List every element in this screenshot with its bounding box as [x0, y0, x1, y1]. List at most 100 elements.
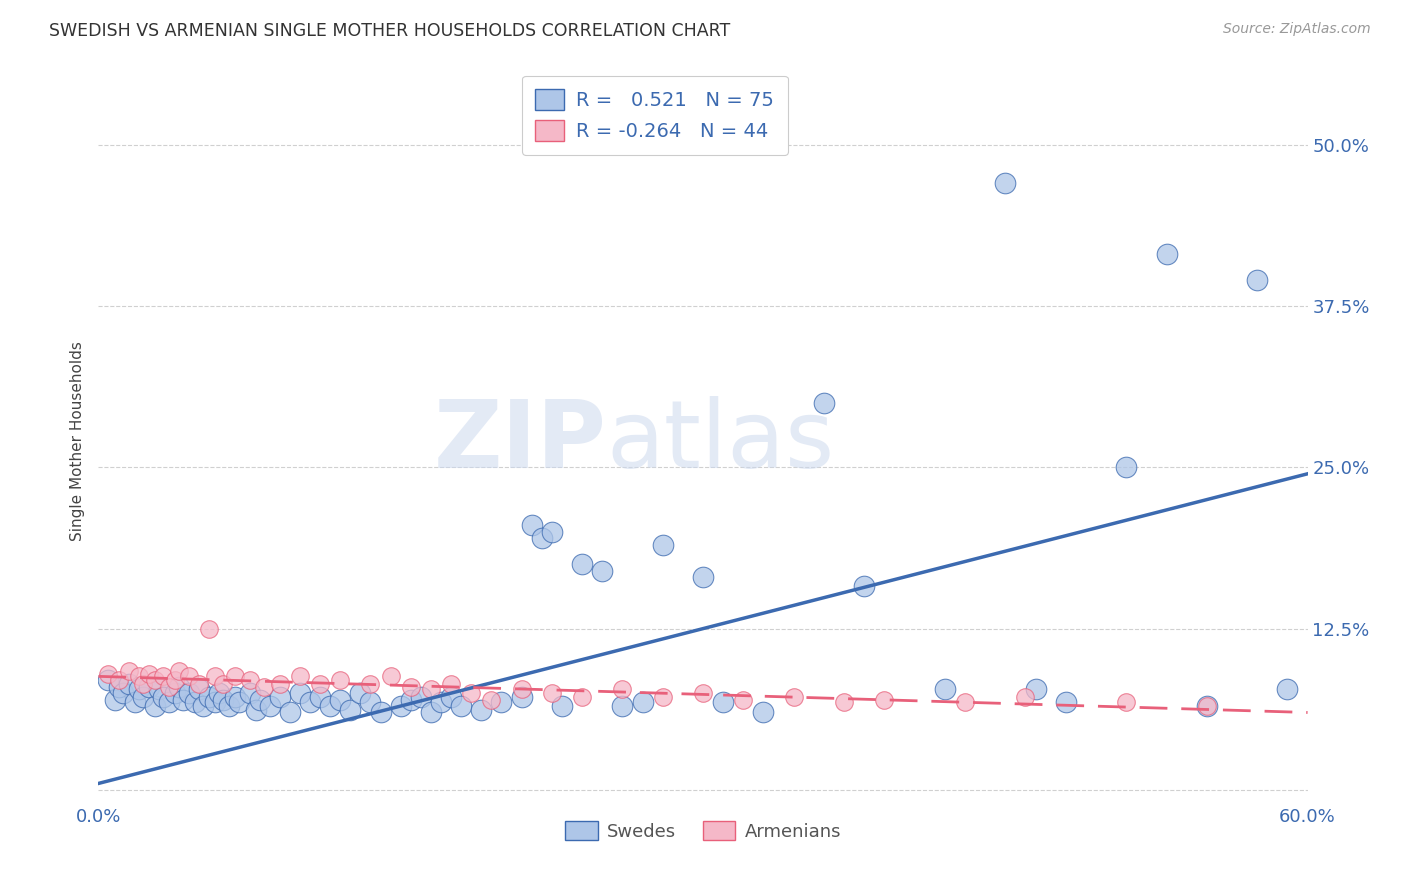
Point — [245, 703, 267, 717]
Point — [339, 703, 361, 717]
Point — [212, 692, 235, 706]
Point — [470, 703, 492, 717]
Point — [259, 699, 281, 714]
Point — [163, 673, 186, 688]
Text: Source: ZipAtlas.com: Source: ZipAtlas.com — [1223, 22, 1371, 37]
Point — [204, 669, 226, 683]
Point — [249, 692, 271, 706]
Point — [440, 677, 463, 691]
Point — [520, 518, 543, 533]
Point — [1025, 682, 1047, 697]
Point — [239, 673, 262, 688]
Point — [138, 666, 160, 681]
Point — [224, 669, 246, 683]
Point — [124, 695, 146, 709]
Point — [631, 695, 654, 709]
Point — [733, 692, 755, 706]
Point — [253, 680, 276, 694]
Point — [813, 396, 835, 410]
Text: ZIP: ZIP — [433, 395, 606, 488]
Point — [132, 690, 155, 704]
Point — [420, 682, 443, 697]
Point — [143, 673, 166, 688]
Y-axis label: Single Mother Households: Single Mother Households — [70, 342, 86, 541]
Point — [1115, 695, 1137, 709]
Point — [1156, 247, 1178, 261]
Point — [1277, 682, 1299, 697]
Point — [118, 677, 141, 691]
Point — [994, 177, 1017, 191]
Text: SWEDISH VS ARMENIAN SINGLE MOTHER HOUSEHOLDS CORRELATION CHART: SWEDISH VS ARMENIAN SINGLE MOTHER HOUSEH… — [49, 22, 731, 40]
Point — [651, 538, 673, 552]
Point — [218, 699, 240, 714]
Point — [152, 669, 174, 683]
Point — [934, 682, 956, 697]
Point — [399, 680, 422, 694]
Point — [107, 673, 129, 688]
Point — [299, 695, 322, 709]
Point — [399, 692, 422, 706]
Point — [188, 677, 211, 691]
Point — [167, 680, 190, 694]
Point — [692, 570, 714, 584]
Point — [510, 682, 533, 697]
Point — [309, 677, 332, 691]
Point — [172, 692, 194, 706]
Point — [711, 695, 734, 709]
Point — [540, 524, 562, 539]
Point — [118, 664, 141, 678]
Point — [571, 557, 593, 571]
Point — [208, 686, 231, 700]
Point — [481, 692, 503, 706]
Point — [179, 669, 201, 683]
Point — [184, 695, 207, 709]
Point — [111, 686, 134, 700]
Point — [752, 706, 775, 720]
Point — [692, 686, 714, 700]
Point — [103, 692, 125, 706]
Legend: Swedes, Armenians: Swedes, Armenians — [558, 814, 848, 848]
Point — [430, 695, 453, 709]
Point — [491, 695, 513, 709]
Point — [409, 690, 432, 704]
Point — [389, 699, 412, 714]
Point — [157, 680, 180, 694]
Point — [288, 686, 311, 700]
Point — [1195, 699, 1218, 714]
Point — [591, 564, 613, 578]
Point — [440, 690, 463, 704]
Point — [179, 686, 201, 700]
Point — [193, 699, 215, 714]
Text: atlas: atlas — [606, 395, 835, 488]
Point — [188, 682, 211, 697]
Point — [97, 666, 120, 681]
Point — [1014, 690, 1036, 704]
Point — [551, 699, 574, 714]
Point — [228, 695, 250, 709]
Point — [571, 690, 593, 704]
Point — [783, 690, 806, 704]
Point — [132, 677, 155, 691]
Point — [148, 682, 170, 697]
Point — [1115, 460, 1137, 475]
Point — [329, 673, 352, 688]
Point — [278, 706, 301, 720]
Point — [309, 690, 332, 704]
Point — [510, 690, 533, 704]
Point — [329, 692, 352, 706]
Point — [530, 531, 553, 545]
Point — [163, 686, 186, 700]
Point — [1195, 699, 1218, 714]
Point — [1054, 695, 1077, 709]
Point — [370, 706, 392, 720]
Point — [269, 677, 291, 691]
Point — [460, 686, 482, 700]
Point — [107, 680, 129, 694]
Point — [138, 680, 160, 694]
Point — [953, 695, 976, 709]
Point — [198, 622, 221, 636]
Point — [360, 677, 382, 691]
Point — [540, 686, 562, 700]
Point — [152, 690, 174, 704]
Point — [288, 669, 311, 683]
